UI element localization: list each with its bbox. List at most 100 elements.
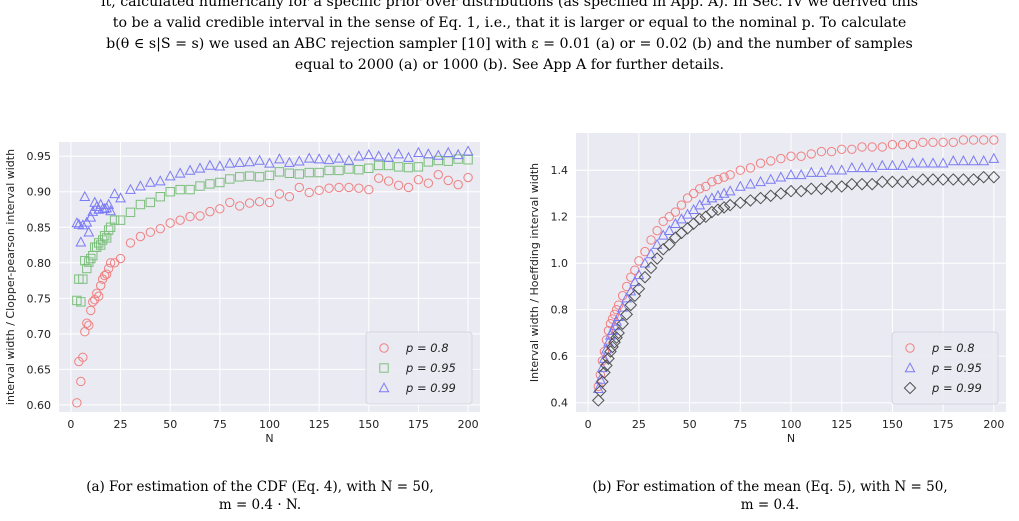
data-point (93, 203, 105, 214)
data-point (957, 155, 969, 166)
y-axis-label: Interval width / Hoeffding interval widt… (528, 163, 541, 382)
data-point (835, 180, 849, 193)
data-point (978, 155, 990, 166)
data-point (886, 175, 899, 189)
data-point (413, 146, 424, 157)
data-point (946, 173, 960, 186)
data-point (875, 175, 889, 189)
data-point (765, 173, 777, 184)
data-point (629, 275, 641, 287)
data-point (707, 177, 717, 187)
intro-line-3: b(θ ∈ s|S = s) we used an ABC rejection … (106, 36, 913, 52)
data-point (403, 162, 414, 173)
data-point (593, 381, 604, 392)
data-point (621, 292, 633, 303)
data-point (724, 185, 736, 196)
data-point (284, 192, 295, 202)
data-point (103, 225, 114, 235)
data-point (917, 157, 929, 168)
data-point (304, 167, 314, 178)
data-point (594, 384, 607, 398)
x-tick-label: 25 (632, 418, 646, 431)
data-point (907, 139, 918, 150)
x-tick-label: 50 (683, 418, 697, 431)
data-point (604, 345, 617, 358)
chart-a: 0 25 50 75 100 125 150 175 200 0.60 0.65 0.70 0.75 0.… (4, 142, 480, 445)
data-point (701, 181, 711, 192)
data-point (264, 170, 275, 181)
data-point (695, 184, 705, 194)
data-point (135, 231, 146, 242)
data-point (274, 189, 285, 199)
data-point (125, 183, 136, 194)
data-point (957, 173, 970, 186)
data-point (906, 175, 920, 189)
data-point (592, 394, 605, 407)
data-point (886, 159, 898, 170)
data-point (235, 172, 245, 182)
data-point (688, 188, 699, 199)
data-point (806, 149, 816, 159)
data-point (936, 173, 950, 186)
data-point (958, 135, 969, 145)
data-point (314, 167, 324, 178)
data-point (795, 168, 807, 180)
data-point (766, 156, 776, 166)
x-tick-label: 175 (933, 418, 954, 431)
y-tick-label: 0.60 (27, 399, 52, 412)
data-point (745, 163, 756, 173)
data-point (907, 157, 919, 168)
data-point (353, 150, 365, 161)
x-tick-label: 175 (408, 418, 429, 431)
data-point (413, 174, 424, 185)
data-point (422, 148, 434, 159)
data-point (254, 196, 265, 207)
data-point (195, 211, 205, 221)
data-point (76, 376, 86, 387)
series-3 (71, 145, 474, 247)
data-point (109, 215, 120, 225)
data-point (103, 198, 115, 209)
data-point (154, 175, 166, 186)
data-point (592, 382, 604, 394)
data-point (364, 163, 374, 173)
data-point (968, 135, 979, 145)
data-point (735, 165, 745, 175)
data-point (303, 152, 315, 163)
data-point (215, 204, 225, 214)
data-point (815, 182, 828, 196)
data-point (639, 257, 651, 268)
data-point (658, 216, 668, 227)
data-point (633, 268, 645, 280)
data-point (423, 178, 434, 188)
data-point (794, 184, 808, 198)
legend-label: p = 0.8 (405, 341, 449, 355)
data-point (785, 168, 797, 180)
data-point (334, 165, 344, 176)
data-point (670, 207, 681, 217)
data-point (651, 238, 663, 249)
data-point (755, 158, 766, 168)
data-point (836, 164, 848, 175)
data-point (682, 193, 693, 203)
data-point (324, 183, 334, 193)
data-point (856, 162, 868, 173)
data-point (304, 187, 314, 198)
y-tick-label: 0.8 (551, 304, 569, 317)
data-point (620, 308, 634, 321)
legend-box (365, 331, 473, 405)
data-point (165, 187, 175, 197)
data-point (175, 184, 185, 195)
data-point (711, 203, 725, 217)
data-point (105, 258, 116, 268)
x-tick-label: 150 (358, 418, 379, 431)
data-point (865, 177, 879, 191)
data-point (215, 177, 225, 188)
x-tick-label: 200 (458, 418, 479, 431)
data-point (244, 198, 255, 208)
data-point (664, 212, 675, 222)
data-point (293, 155, 305, 166)
data-point (866, 162, 878, 173)
y-tick-label: 1.4 (551, 164, 569, 177)
data-point (805, 166, 817, 177)
